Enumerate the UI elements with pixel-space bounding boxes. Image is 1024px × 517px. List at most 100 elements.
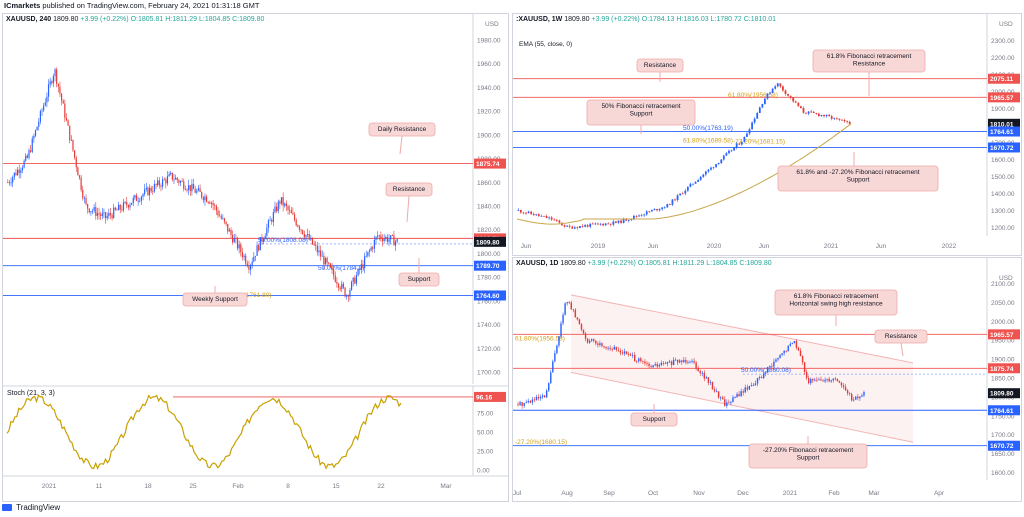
candle-1w-candle: [666, 204, 669, 208]
price-axis-tick-label: 2300.00: [991, 38, 1015, 45]
candle-4h-candle: [189, 185, 191, 192]
candle-1d-candle: [754, 383, 757, 386]
candle-1d-candle: [564, 303, 566, 315]
candle-4h-candle: [207, 201, 209, 203]
fib-50-label: 50.00%(1763.19): [683, 125, 733, 132]
price-axis-tick-label: 1920.00: [477, 109, 501, 116]
candle-1w-candle: [710, 167, 712, 170]
candle-1d-candle: [650, 366, 652, 368]
candle-4h-candle: [228, 229, 230, 232]
candle-1w-candle: [712, 167, 715, 169]
candle-1w-candle: [761, 103, 764, 108]
candle-4h-candle: [131, 202, 133, 205]
candle-1d-candle: [795, 341, 798, 348]
candle-1d-candle: [861, 395, 863, 397]
candle-4h-candle: [305, 235, 307, 237]
price-axis-tick-label: 1900.00: [991, 106, 1015, 113]
candle-1w-candle: [537, 214, 540, 216]
candle-1w-candle: [769, 92, 771, 94]
candle-4h-candle: [192, 183, 195, 190]
candle-1d-candle: [762, 373, 765, 379]
candle-1d-candle: [611, 348, 613, 350]
candle-4h-candle: [199, 188, 201, 193]
footer-brand[interactable]: TradingView: [2, 503, 60, 512]
candle-1w-candle: [617, 220, 620, 223]
candle-1d-candle: [533, 399, 536, 401]
candle-1w-candle: [602, 223, 604, 226]
stoch-price-tag: [474, 391, 506, 402]
candle-1d-candle: [816, 379, 818, 381]
candle-1d-candle: [670, 361, 673, 365]
chart-1d[interactable]: XAUUSD, 1D 1809.80 +3.99 (+0.22%) O:1805…: [512, 257, 1022, 502]
candle-4h-candle: [78, 175, 81, 178]
candle-4h-candle: [269, 219, 271, 221]
candle-1w-candle: [728, 150, 730, 154]
candle-1w-candle: [681, 193, 684, 195]
stoch-price-tag-label: 96.16: [476, 394, 493, 401]
left-price-tag: [474, 260, 506, 271]
candle-1d-candle: [810, 379, 812, 384]
fib-618-label: 61.80%(1956.58): [728, 92, 778, 99]
candle-1d-candle: [848, 393, 851, 395]
candle-1d-candle: [715, 391, 718, 393]
candle-1w-candle: [787, 93, 789, 96]
candle-4h-candle: [290, 210, 292, 214]
candle-1w-candle: [622, 218, 625, 223]
chart-4h-plot[interactable]: USD 1980.00 1960.00 1940.00 1920.00 1900.00 18…: [3, 14, 508, 501]
candle-4h-candle: [20, 170, 22, 173]
candle-4h-candle: [254, 255, 257, 257]
time-axis-x-tick-label: Jun: [759, 243, 770, 250]
candle-1w-candle: [841, 119, 843, 121]
candle-1w-candle: [674, 199, 676, 201]
candle-1d-candle: [789, 343, 791, 346]
candle-4h-candle: [43, 105, 45, 111]
candle-4h-candle: [111, 215, 113, 218]
candle-4h-candle: [246, 263, 248, 267]
candle-4h-candle: [150, 187, 152, 192]
candle-1w-candle: [671, 199, 674, 205]
fib-618-resistance-annotation-text: 61.8% Fibonacci retracement: [827, 53, 912, 60]
candle-1w-candle: [848, 121, 851, 124]
candle-1w-candle: [645, 211, 648, 215]
candle-4h-candle: [36, 126, 38, 131]
candle-1w-candle: [615, 221, 617, 223]
rb-price-tag: [988, 405, 1020, 416]
candle-4h-candle: [303, 233, 305, 237]
candle-1d-candle: [625, 351, 628, 355]
chart-1w[interactable]: :XAUUSD, 1W 1809.80 +3.99 (+0.22%) O:178…: [512, 13, 1022, 256]
candle-1w-candle: [663, 207, 666, 209]
candle-4h-candle: [256, 245, 258, 256]
candle-1w-candle: [532, 213, 535, 216]
resistance-annotation-text: Resistance: [393, 186, 426, 193]
candle-1w-candle: [679, 193, 682, 196]
broker-name: ICmarkets: [4, 1, 41, 10]
candle-4h-candle: [357, 268, 359, 276]
candle-1w-candle: [661, 207, 664, 210]
time-axis-x-tick-label: Dec: [737, 490, 749, 497]
candle-1w-candle: [571, 226, 574, 229]
candle-4h-candle: [359, 268, 361, 270]
candle-4h-candle: [230, 229, 232, 235]
candle-1w-candle: [764, 98, 766, 104]
candle-1d-candle: [750, 385, 753, 387]
chart-4h[interactable]: XAUUSD, 240 1809.80 +3.99 (+0.22%) O:180…: [2, 13, 509, 502]
candle-1w-candle: [779, 83, 782, 87]
candle-1d-candle: [539, 396, 542, 399]
candle-1d-candle: [769, 365, 771, 368]
candle-4h-candle: [245, 255, 247, 264]
price-axis-tick-label: 1400.00: [991, 191, 1015, 198]
candle-1d-candle: [822, 380, 824, 382]
candle-1w-candle: [838, 118, 841, 120]
price-axis-tick-label: 1940.00: [477, 85, 501, 92]
candle-4h-candle: [271, 219, 273, 222]
resistance-annotation-text: Resistance: [644, 62, 677, 69]
candle-1d-candle: [605, 346, 607, 349]
candle-4h-candle: [23, 160, 25, 168]
candle-1w-candle: [668, 204, 671, 205]
candle-4h-candle: [355, 275, 358, 284]
candle-4h-candle: [287, 206, 289, 210]
time-axis-x-tick-label: Feb: [232, 483, 244, 490]
